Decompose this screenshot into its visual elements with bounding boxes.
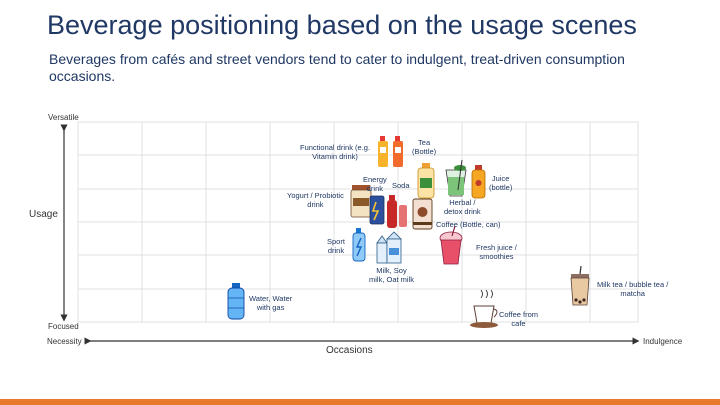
- axis-arrows: [60, 124, 640, 345]
- water-bottle-icon: [227, 283, 245, 320]
- label-milk-tea: Milk tea / bubble tea / matcha: [597, 280, 669, 298]
- smoothie-cup-icon: [439, 225, 463, 265]
- label-sport-drink: Sport drink: [327, 237, 345, 255]
- x-axis-left-label: Necessity: [47, 337, 82, 346]
- herbal-glass-icon: [445, 159, 467, 197]
- slide-title: Beverage positioning based on the usage …: [47, 10, 637, 40]
- label-energy-drink: Energy drink: [363, 175, 387, 193]
- label-fresh-juice: Fresh juice / smoothies: [476, 243, 517, 261]
- x-axis-title: Occasions: [326, 345, 373, 356]
- label-water: Water, Water with gas: [249, 294, 293, 312]
- coffee-can-icon: [412, 198, 433, 230]
- juice-bottle-icon: [471, 165, 486, 199]
- y-axis-bottom-label: Focused: [48, 322, 79, 331]
- accent-bar: [0, 399, 720, 405]
- yogurt-jar-icon: [350, 185, 372, 218]
- label-yogurt: Yogurt / Probiotic drink: [287, 191, 344, 209]
- label-coffee-cafe: Coffee from cafe: [499, 310, 539, 328]
- grid: [77, 121, 639, 323]
- label-functional-drink: Functional drink (e.g. Vitamin drink): [300, 143, 371, 161]
- y-axis-title: Usage: [29, 209, 58, 220]
- slide-subtitle: Beverages from cafés and street vendors …: [49, 51, 625, 84]
- x-axis-right-label: Indulgence: [643, 337, 683, 346]
- energy-can-icon: [369, 195, 385, 225]
- label-soda: Soda: [392, 181, 410, 190]
- label-milk: Milk, Soy milk, Oat milk: [369, 266, 414, 284]
- milk-carton-icon: [376, 231, 402, 264]
- functional-drink-icon: [378, 136, 403, 167]
- label-herbal-drink: Herbal / detox drink: [444, 198, 481, 216]
- y-axis-top-label: Versatile: [48, 113, 79, 122]
- label-tea-bottle: Tea (Bottle): [412, 138, 437, 156]
- coffee-cup-icon: [470, 289, 498, 328]
- tea-bottle-icon: [417, 163, 435, 199]
- label-coffee-can: Coffee (Bottle, can): [436, 220, 501, 229]
- bubble-tea-icon: [570, 265, 590, 306]
- label-juice-bottle: Juice (bottle): [489, 174, 513, 192]
- sport-drink-icon: [352, 228, 366, 262]
- soda-bottle-icon: [387, 195, 407, 228]
